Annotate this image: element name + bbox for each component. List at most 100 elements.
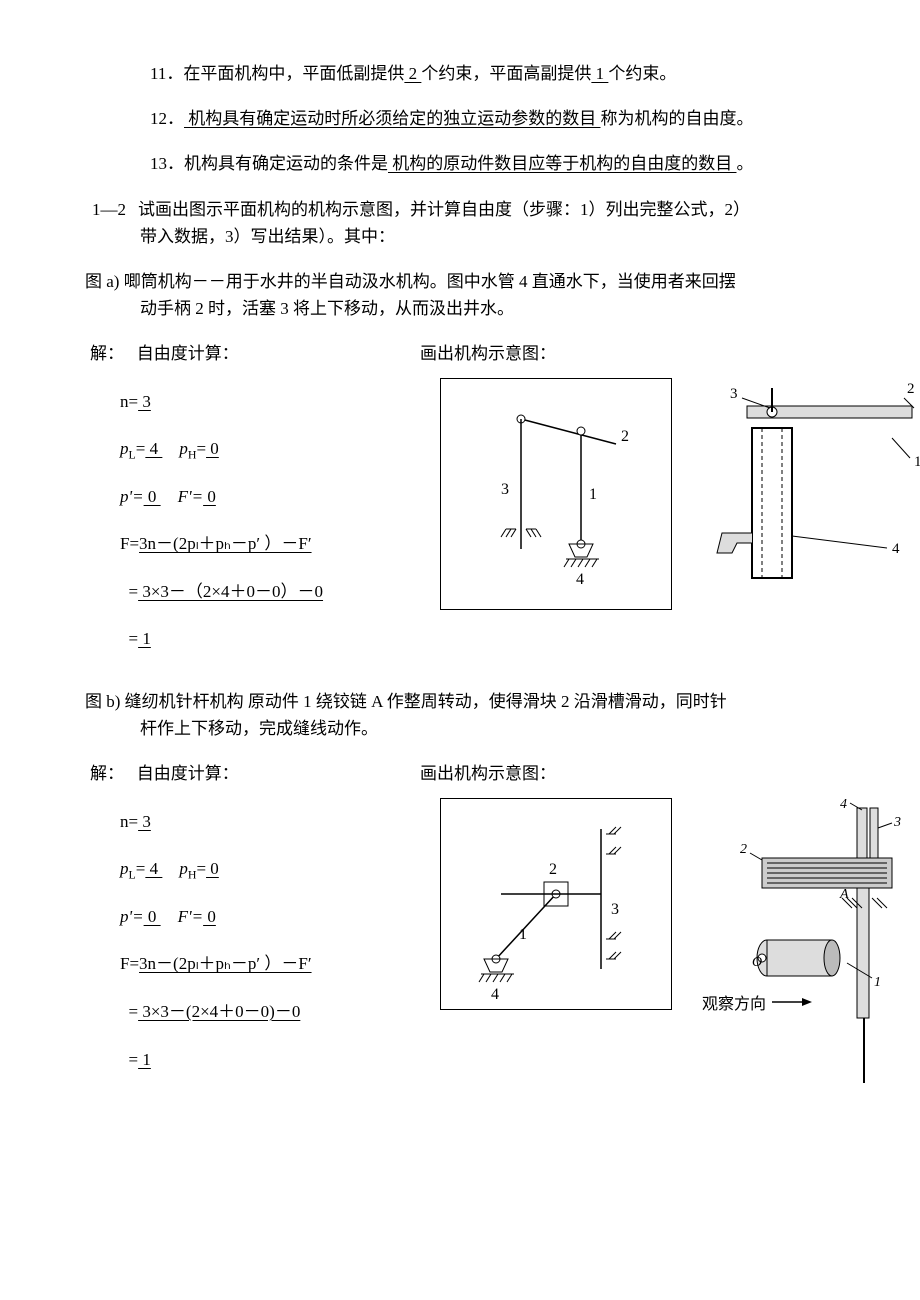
- fp-label-b: F'=: [178, 907, 204, 926]
- q11-ans2: 1: [591, 64, 608, 83]
- f-calc-a: 3×3－（2×4＋0－0）－0: [138, 582, 323, 601]
- photo-b-4: 4: [840, 798, 847, 812]
- fig-a-desc1: 唧筒机构－－用于水井的半自动汲水机构。图中水管 4 直通水下，当使用者来回摆: [124, 272, 736, 291]
- photo-b-1: 1: [874, 975, 881, 990]
- q11-ans1: 2: [404, 64, 421, 83]
- question-11: 11．在平面机构中，平面低副提供 2 个约束，平面高副提供 1 个约束。: [70, 60, 850, 87]
- fp-val-b: 0: [203, 907, 216, 926]
- fig-b-desc1: 缝纫机针杆机构 原动件 1 绕铰链 A 作整周转动，使得滑块 2 沿滑槽滑动，同…: [125, 692, 727, 711]
- node4-a: 4: [576, 571, 584, 588]
- photo-a-2: 2: [907, 381, 915, 397]
- question-1-2: 1—2 试画出图示平面机构的机构示意图，并计算自由度（步骤：1）列出完整公式，2）…: [70, 196, 850, 250]
- q1-2-num: 1—2: [92, 200, 126, 219]
- q11-pre: 在平面机构中，平面低副提供: [183, 64, 404, 83]
- schematic-label-a: 画出机构示意图：: [420, 340, 556, 367]
- fig-b-calc: n= 3 pL= 4 pH= 0 p'= 0 F'= 0 F=3n－(2pₗ＋p…: [70, 798, 420, 1084]
- node2-b: 2: [549, 861, 557, 878]
- pp-val-b: 0: [144, 907, 161, 926]
- q13-pre: 机构具有确定运动的条件是: [184, 154, 388, 173]
- f-sub-a: =: [129, 582, 139, 601]
- photo-b-2: 2: [740, 842, 747, 857]
- arrow-icon: [772, 995, 812, 1010]
- question-13: 13．机构具有确定运动的条件是 机构的原动件数目应等于机构的自由度的数目 。: [70, 150, 850, 177]
- q13-num: 13．: [150, 154, 184, 173]
- f-result-b: 1: [138, 1050, 151, 1069]
- node3-b: 3: [611, 901, 619, 918]
- fig-b-desc: 图 b) 缝纫机针杆机构 原动件 1 绕铰链 A 作整周转动，使得滑块 2 沿滑…: [70, 688, 850, 742]
- photo-b-O: O: [752, 955, 762, 970]
- f-calc-b: 3×3－(2×4＋0－0)－0: [138, 1002, 300, 1021]
- photo-a-4: 4: [892, 541, 900, 557]
- n-label-a: n=: [120, 392, 138, 411]
- q11-mid: 个约束，平面高副提供: [421, 64, 591, 83]
- f-result-a: 1: [138, 629, 151, 648]
- pl-sub-b: L: [129, 868, 136, 882]
- q1-2-text1: 试画出图示平面机构的机构示意图，并计算自由度（步骤：1）列出完整公式，2）: [138, 200, 750, 219]
- fig-b-schematic: 1 4 2 3: [440, 798, 672, 1010]
- f-label-a: F=: [120, 534, 139, 553]
- pl-val-b: 4: [145, 859, 162, 878]
- q11-post: 个约束。: [608, 64, 676, 83]
- question-12: 12． 机构具有确定运动时所必须给定的独立运动参数的数目 称为机构的自由度。: [70, 105, 850, 132]
- fig-b-label: 图 b): [85, 692, 120, 711]
- ph-label-b: p: [179, 859, 188, 878]
- fig-a-label: 图 a): [85, 272, 119, 291]
- calc-label-a: 自由度计算：: [137, 344, 239, 363]
- ph-val-a: 0: [206, 439, 219, 458]
- pl-label-b: p: [120, 859, 129, 878]
- fig-a-illustration: 3 2 1 4: [692, 378, 920, 608]
- f-formula-a: 3n－(2pₗ＋pₕ－p′ ）－F′: [139, 534, 312, 553]
- calc-label-b: 自由度计算：: [137, 764, 239, 783]
- pl-label-a: p: [120, 439, 129, 458]
- f-eq-b: =: [129, 1050, 139, 1069]
- fig-b-desc2: 杆作上下移动，完成缝线动作。: [140, 719, 378, 738]
- photo-b-A: A: [839, 887, 849, 902]
- fp-val-a: 0: [203, 487, 216, 506]
- fig-b-row: n= 3 pL= 4 pH= 0 p'= 0 F'= 0 F=3n－(2pₗ＋p…: [70, 798, 850, 1088]
- node4-b: 4: [491, 986, 499, 1003]
- fig-a-desc: 图 a) 唧筒机构－－用于水井的半自动汲水机构。图中水管 4 直通水下，当使用者…: [70, 268, 850, 322]
- fig-a-headers: 解： 自由度计算： 画出机构示意图：: [70, 340, 850, 367]
- ph-eq-b: =: [196, 859, 206, 878]
- photo-a-3: 3: [730, 386, 738, 402]
- fig-a-row: n= 3 pL= 4 pH= 0 p'= 0 F'= 0 F=3n－(2pₗ＋p…: [70, 378, 850, 664]
- q11-num: 11．: [150, 64, 183, 83]
- fig-a-calc: n= 3 pL= 4 pH= 0 p'= 0 F'= 0 F=3n－(2pₗ＋p…: [70, 378, 420, 664]
- q1-2-text2: 带入数据，3）写出结果）。其中：: [140, 227, 395, 246]
- pl-sub-a: L: [129, 447, 136, 461]
- pl-eq-a: =: [136, 439, 146, 458]
- n-val-a: 3: [138, 392, 151, 411]
- node2-a: 2: [621, 428, 629, 445]
- pl-eq-b: =: [136, 859, 146, 878]
- q13-ans: 机构的原动件数目应等于机构的自由度的数目: [388, 154, 737, 173]
- node3-a: 3: [501, 481, 509, 498]
- fp-label-a: F'=: [178, 487, 204, 506]
- ph-label-a: p: [179, 439, 188, 458]
- fig-a-desc2: 动手柄 2 时，活塞 3 将上下移动，从而汲出井水。: [140, 299, 514, 318]
- photo-b-3: 3: [893, 815, 901, 830]
- pl-val-a: 4: [145, 439, 162, 458]
- n-label-b: n=: [120, 812, 138, 831]
- fig-b-illustration: O A 1 2 3 4 观察方向: [692, 798, 920, 1088]
- q12-post: 称为机构的自由度。: [601, 109, 754, 128]
- f-formula-b: 3n－(2pₗ＋pₕ－p′ ）－F′: [139, 954, 312, 973]
- f-eq-a: =: [129, 629, 139, 648]
- observation-label: 观察方向: [702, 992, 766, 1018]
- photo-a-1: 1: [914, 454, 920, 470]
- f-sub-b: =: [129, 1002, 139, 1021]
- q12-ans: 机构具有确定运动时所必须给定的独立运动参数的数目: [184, 109, 601, 128]
- schematic-label-b: 画出机构示意图：: [420, 760, 556, 787]
- fig-b-headers: 解： 自由度计算： 画出机构示意图：: [70, 760, 850, 787]
- node1-b: 1: [519, 926, 527, 943]
- pp-label-a: p'=: [120, 487, 144, 506]
- pp-label-b: p'=: [120, 907, 144, 926]
- pp-val-a: 0: [144, 487, 161, 506]
- q12-num: 12．: [150, 109, 184, 128]
- ph-eq-a: =: [196, 439, 206, 458]
- node1-a: 1: [589, 486, 597, 503]
- ph-val-b: 0: [206, 859, 219, 878]
- f-label-b: F=: [120, 954, 139, 973]
- fig-a-schematic: 2 3 1 4: [440, 378, 672, 610]
- solve-label-a: 解：: [90, 344, 124, 363]
- q13-post: 。: [737, 154, 754, 173]
